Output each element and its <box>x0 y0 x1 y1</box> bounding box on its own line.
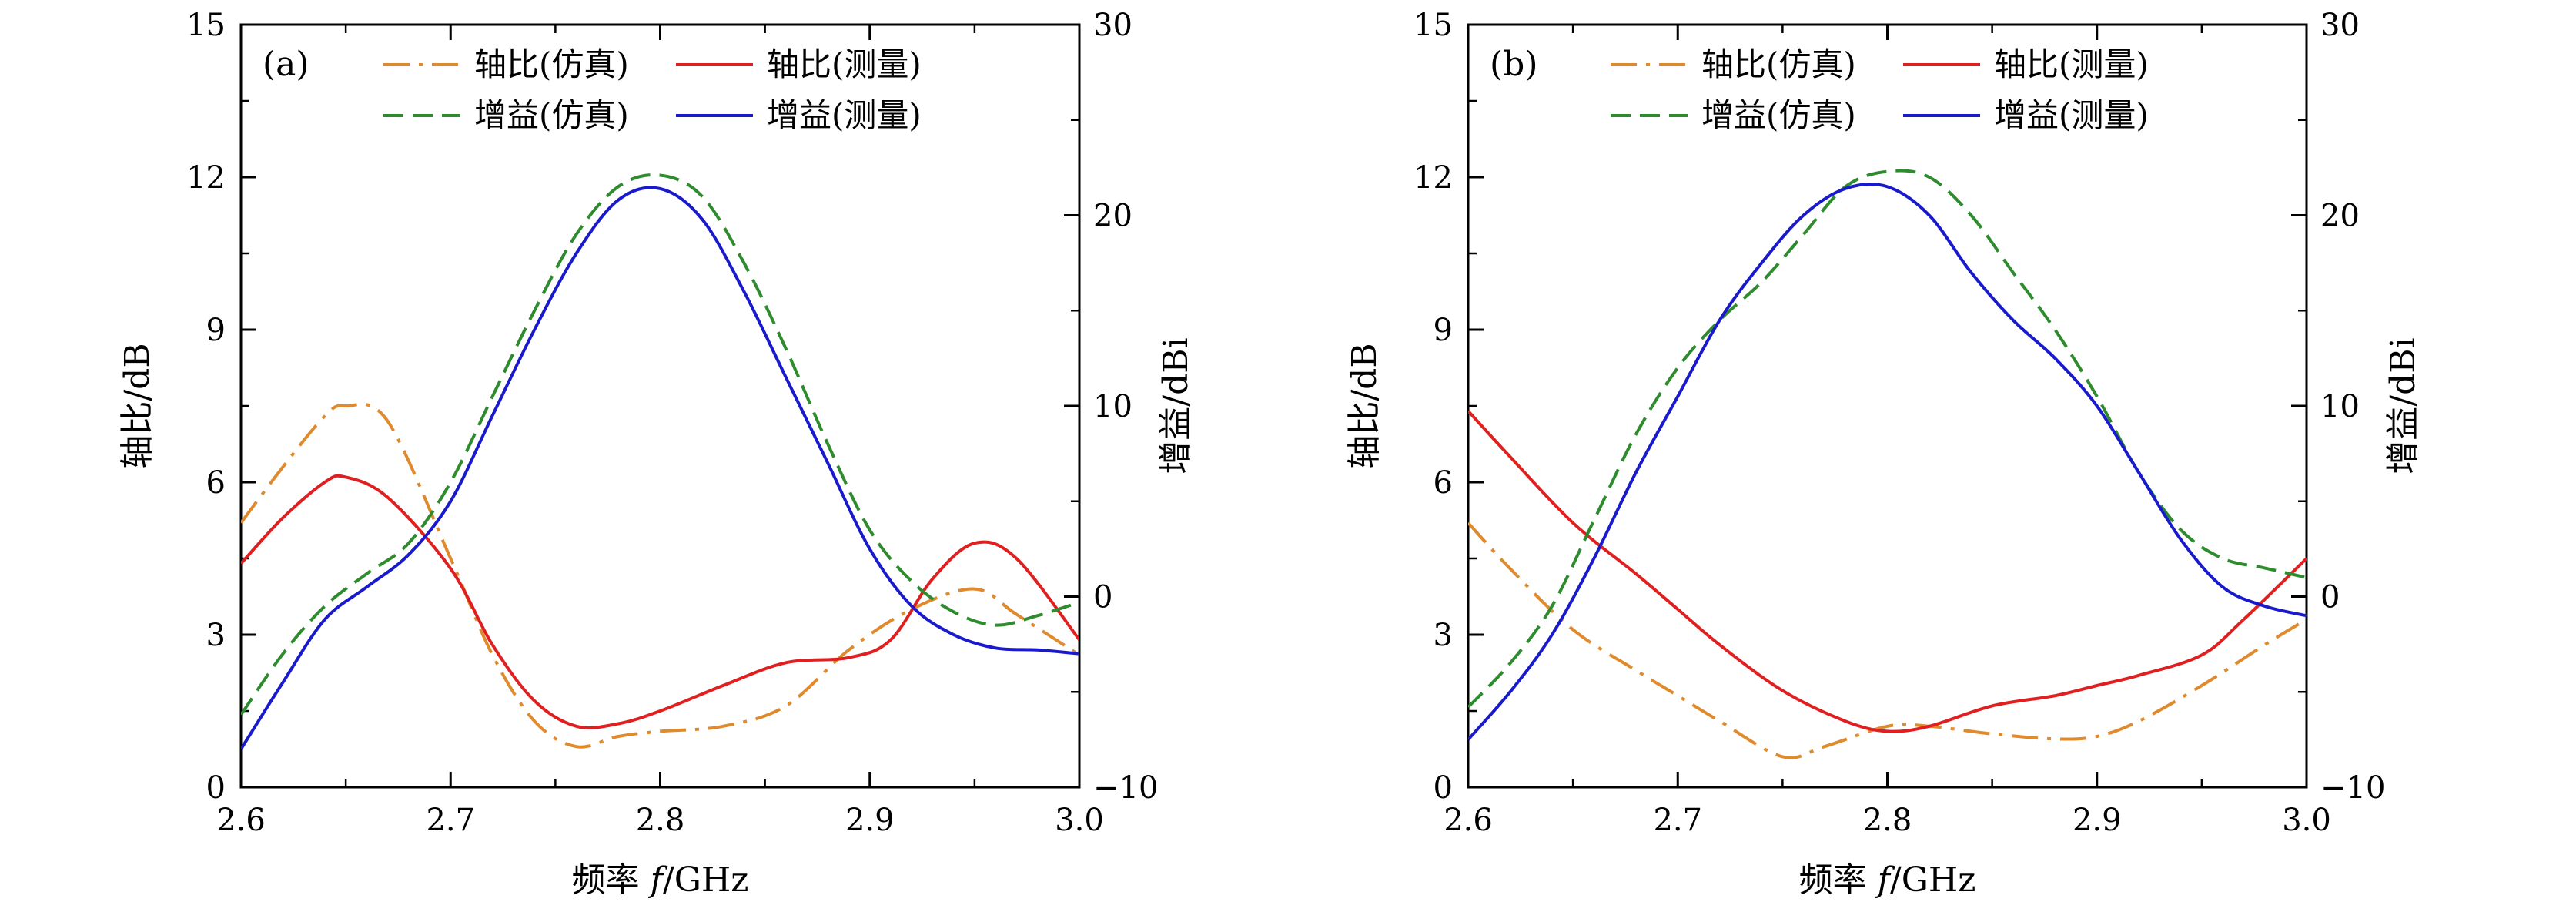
legend-label-3: 增益(仿真) <box>1701 96 1856 134</box>
series-line-2 <box>1468 410 2307 733</box>
y-left-tick-label: 6 <box>206 465 226 501</box>
y-right-tick-label: 10 <box>1093 389 1132 424</box>
legend-label-4: 增益(测量) <box>1994 96 2149 134</box>
legend-label-3: 增益(仿真) <box>474 96 629 134</box>
y-right-tick-label: 20 <box>2320 199 2360 234</box>
series-line-2 <box>241 474 1079 729</box>
y-right-axis-label: 增益/dBi <box>2384 337 2423 474</box>
y-left-tick-label: 9 <box>1434 313 1453 348</box>
legend-label-2: 轴比(测量) <box>1994 45 2149 83</box>
series-line-3 <box>1468 169 2307 709</box>
series-lines <box>241 173 1079 750</box>
series-lines <box>1468 169 2307 759</box>
y-left-tick-label: 15 <box>1413 8 1453 43</box>
series-line-1 <box>241 402 1079 749</box>
chart-panel-b: 2.6 2.7 2.8 2.9 3.0 0 3 6 9 12 15 −10 0 10 20 30 频率 f/GH… <box>1345 8 2423 900</box>
legend-label-1: 轴比(仿真) <box>474 45 629 83</box>
x-tick-label: 2.8 <box>636 803 685 838</box>
series-line-3 <box>241 173 1079 716</box>
y-right-axis-label: 增益/dBi <box>1156 337 1196 474</box>
y-right-tick-label: 20 <box>1093 199 1132 234</box>
y-left-tick-label: 12 <box>1413 160 1453 196</box>
x-tick-label: 2.7 <box>1653 803 1702 838</box>
legend: 轴比(仿真) 轴比(测量) 增益(仿真) 增益(测量) <box>383 45 922 134</box>
legend-label-4: 增益(测量) <box>767 96 922 134</box>
legend-label-1: 轴比(仿真) <box>1701 45 1856 83</box>
series-line-4 <box>1468 183 2307 741</box>
y-left-tick-label: 0 <box>1434 770 1453 806</box>
series-line-4 <box>241 186 1079 750</box>
chart-panel-a: 2.6 2.7 2.8 2.9 3.0 0 3 6 9 12 15 −10 0 10 20 30 频率 f/GH… <box>118 8 1196 900</box>
y-left-tick-label: 3 <box>1434 618 1453 653</box>
panel-label: (b) <box>1490 45 1538 84</box>
x-tick-label: 2.7 <box>426 803 475 838</box>
y-left-tick-label: 3 <box>206 618 226 653</box>
x-axis-label: 频率 f/GHz <box>1799 860 1976 900</box>
y-right-tick-label: 0 <box>2320 580 2340 615</box>
y-right-tick-label: −10 <box>1093 770 1158 806</box>
y-right-tick-label: 10 <box>2320 389 2360 424</box>
y-left-tick-label: 12 <box>186 160 226 196</box>
y-right-tick-label: −10 <box>2320 770 2385 806</box>
x-axis-label: 频率 f/GHz <box>572 860 749 900</box>
x-tick-label: 2.8 <box>1863 803 1912 838</box>
legend-label-2: 轴比(测量) <box>767 45 922 83</box>
y-right-tick-label: 30 <box>2320 8 2360 43</box>
y-right-tick-label: 0 <box>1093 580 1112 615</box>
y-left-axis-label: 轴比/dB <box>118 343 157 468</box>
x-tick-label: 2.6 <box>1444 803 1493 838</box>
y-right-tick-label: 30 <box>1093 8 1132 43</box>
x-tick-label: 2.9 <box>2073 803 2122 838</box>
y-left-tick-label: 0 <box>206 770 226 806</box>
y-left-tick-label: 9 <box>206 313 226 348</box>
x-tick-label: 2.6 <box>216 803 266 838</box>
legend: 轴比(仿真) 轴比(测量) 增益(仿真) 增益(测量) <box>1611 45 2149 134</box>
plot-frame <box>1467 23 2308 789</box>
series-line-1 <box>1468 521 2307 759</box>
panel-label: (a) <box>263 45 309 84</box>
x-tick-label: 2.9 <box>845 803 895 838</box>
x-tick-label: 3.0 <box>1055 803 1104 838</box>
y-left-axis-label: 轴比/dB <box>1345 343 1384 468</box>
x-tick-label: 3.0 <box>2282 803 2331 838</box>
y-left-tick-label: 15 <box>186 8 226 43</box>
y-left-tick-label: 6 <box>1434 465 1453 501</box>
